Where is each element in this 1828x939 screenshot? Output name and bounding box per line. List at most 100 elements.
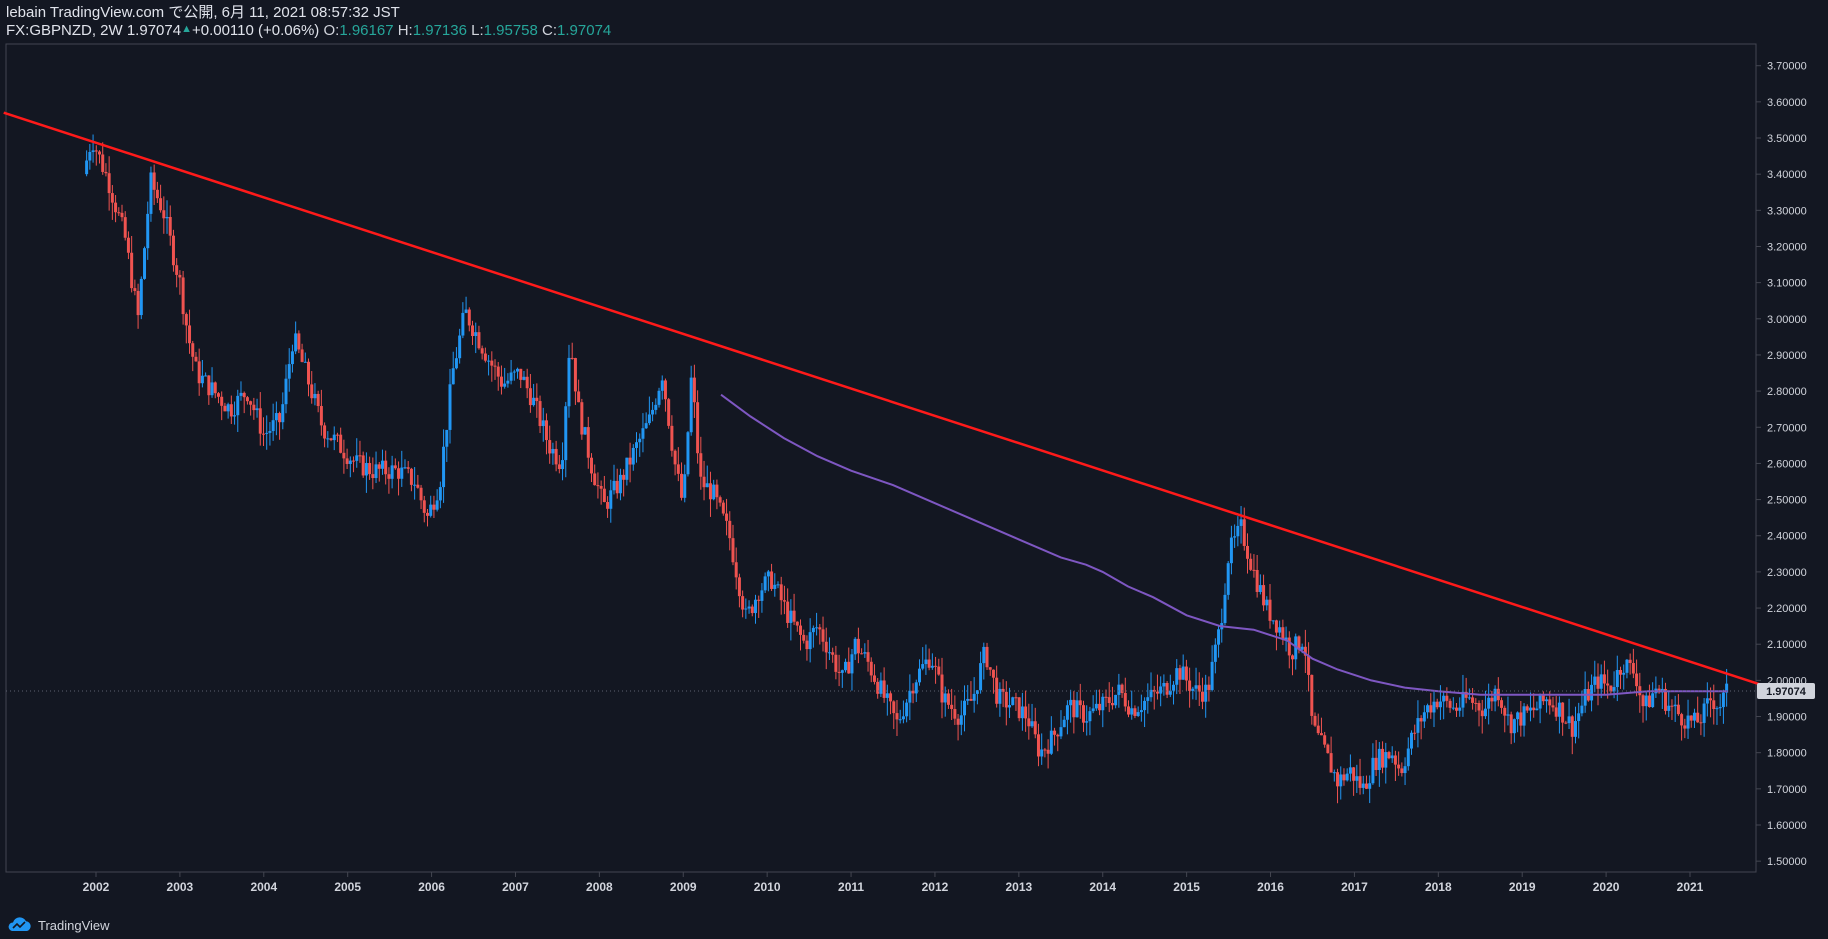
candle-body [966, 698, 970, 701]
candle-body [487, 360, 491, 362]
candle-body [898, 719, 902, 721]
candle-body [1573, 721, 1577, 737]
candle-body [1628, 659, 1632, 664]
candle-body [329, 438, 333, 441]
candle-body [525, 376, 529, 389]
candle-body [827, 652, 831, 654]
candle-body [445, 429, 449, 447]
candle-body [606, 502, 610, 509]
candle-body [635, 442, 639, 448]
candle-body [1297, 636, 1301, 650]
candle-body [1191, 688, 1195, 691]
y-tick-label: 3.70000 [1767, 61, 1807, 73]
candle-body [1319, 733, 1323, 736]
candle-body [191, 343, 195, 357]
y-tick-label: 2.40000 [1767, 531, 1807, 543]
candle-body [101, 154, 105, 172]
candle-body [216, 393, 220, 397]
candle-body [1522, 706, 1526, 726]
candle-body [866, 652, 870, 662]
candle-body [718, 497, 722, 503]
publish-info: lebain TradingView.com で公開, 6月 11, 2021 … [6, 4, 400, 21]
candle-body [930, 665, 934, 668]
candle-body [1291, 655, 1295, 660]
candle-body [422, 500, 426, 513]
candle-body [917, 668, 921, 683]
candle-body [1461, 691, 1465, 708]
candle-body [1551, 705, 1555, 708]
candle-body [117, 212, 121, 214]
candle-body [1136, 712, 1140, 716]
candle-body [1596, 676, 1600, 689]
candle-body [1406, 748, 1410, 767]
candle-body [323, 425, 327, 439]
candle-body [477, 332, 481, 349]
candle-body [499, 376, 503, 387]
candle-body [737, 577, 741, 597]
y-tick-label: 3.40000 [1767, 169, 1807, 181]
candle-body [110, 193, 114, 203]
candle-body [815, 627, 819, 629]
candle-body [1075, 700, 1079, 718]
candle-body [393, 465, 397, 469]
trendline[interactable] [3, 111, 1771, 689]
candle-body [184, 314, 188, 326]
time-axis[interactable]: 2002 2003 2004 2005 2006 2007 2008 2009 2010 2011… [83, 872, 1704, 894]
brand-name: TradingView [38, 917, 110, 933]
candle-body [1020, 706, 1024, 719]
candle-body [972, 693, 976, 701]
candle-body [384, 460, 388, 475]
y-tick-label: 3.50000 [1767, 133, 1807, 145]
candle-body [419, 487, 423, 501]
candle-body [490, 360, 494, 366]
candle-body [1197, 685, 1201, 692]
candle-body [708, 483, 712, 500]
candle-body [1361, 783, 1365, 788]
candle-body [1696, 712, 1700, 723]
candle-body [1249, 558, 1253, 570]
candle-body [696, 402, 700, 454]
tradingview-cloud-icon [8, 917, 31, 931]
candle-body [155, 189, 159, 199]
candle-body [245, 397, 249, 402]
y-tick-label: 2.70000 [1767, 422, 1807, 434]
candle-body [580, 402, 584, 435]
candle-body [1130, 708, 1134, 715]
candle-body [316, 393, 320, 407]
candle-body [731, 538, 735, 563]
candle-body [432, 504, 436, 510]
candle-body [1612, 687, 1616, 692]
x-tick-label: 2006 [418, 880, 445, 894]
candle-body [1094, 703, 1098, 709]
price-axis[interactable]: 1.500001.600001.700001.800001.900002.000… [1756, 61, 1807, 868]
candle-body [1464, 691, 1468, 698]
candle-body [271, 420, 275, 432]
candle-body [496, 366, 500, 377]
candle-body [988, 667, 992, 670]
candle-body [387, 474, 391, 479]
candle-body [869, 661, 873, 676]
candle-body [143, 248, 147, 279]
candle-body [1567, 716, 1571, 724]
candle-body [982, 646, 986, 664]
candle-body [287, 364, 291, 379]
candle-body [409, 468, 413, 485]
candle-body [438, 487, 442, 501]
y-tick-label: 3.10000 [1767, 278, 1807, 290]
candle-body [644, 423, 648, 429]
candle-body [204, 375, 208, 377]
candle-body [872, 675, 876, 682]
candle-body [461, 312, 465, 336]
candle-body [1078, 700, 1082, 706]
candle-body [210, 382, 214, 396]
candle-body [104, 171, 108, 174]
candle-body [908, 690, 912, 703]
x-tick-label: 2018 [1425, 880, 1452, 894]
candle-body [339, 434, 343, 453]
candle-body [892, 701, 896, 714]
high-label: H: [397, 22, 413, 39]
candle-body [1300, 646, 1304, 650]
candle-body [1455, 707, 1459, 711]
candle-body [493, 365, 497, 367]
